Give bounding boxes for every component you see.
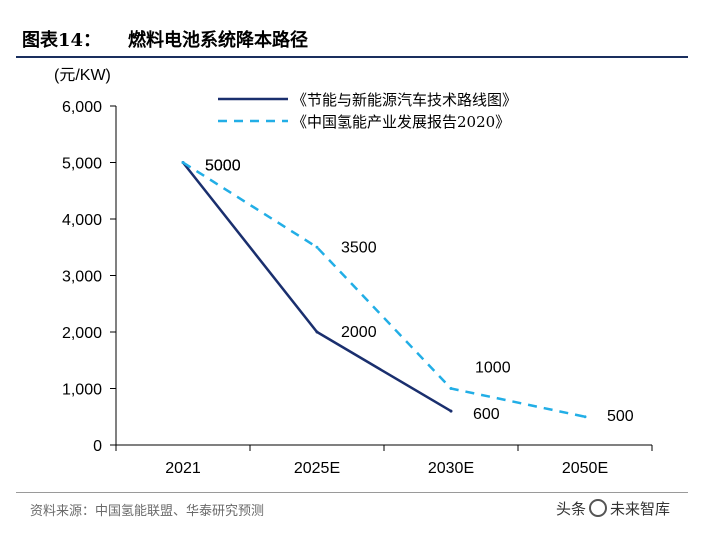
watermark-logo-icon: [589, 499, 608, 517]
y-axis-label: (元/KW): [54, 67, 111, 84]
data-label: 1000: [475, 360, 511, 377]
data-label: 2000: [341, 324, 377, 341]
axes: (元/KW) 0 1,000 2,000 3,000 4,000 5,000 6,000 202…: [54, 67, 653, 477]
data-point: [315, 330, 319, 334]
y-tick-label: 2,000: [62, 325, 102, 342]
data-point: [449, 387, 453, 390]
x-tick-label: 2021: [165, 460, 201, 477]
legend: 《节能与新能源汽车技术路线图》《中国氢能产业发展报告2020》: [218, 91, 517, 131]
data-point: [181, 161, 185, 164]
watermark: 头条 未来智库: [556, 498, 670, 519]
x-tick-label: 2025E: [294, 460, 340, 477]
data-label: 600: [473, 406, 500, 423]
series-line-solid: [182, 161, 452, 413]
data-label: 3500: [341, 239, 377, 256]
data-point: [449, 409, 453, 413]
y-tick-label: 5,000: [62, 156, 102, 173]
data-label: 5000: [205, 158, 241, 175]
y-tick-label: 0: [93, 438, 102, 455]
data-point: [315, 245, 319, 249]
data-label: 500: [607, 408, 634, 425]
y-tick-label: 6,000: [62, 99, 102, 116]
y-tick-label: 3,000: [62, 269, 102, 286]
series-line-dashed: [182, 161, 586, 418]
x-tick-label: 2030E: [428, 460, 474, 477]
figure-label: 图表14：: [22, 30, 102, 51]
source-divider: [16, 492, 688, 493]
title-bar: 图表14： 燃料电池系统降本路径: [16, 22, 688, 58]
watermark-prefix: 头条: [556, 500, 587, 518]
data-label: 5000: [205, 158, 241, 175]
source-note: 资料来源：中国氢能联盟、华泰研究预测: [30, 504, 265, 519]
chart-title: 燃料电池系统降本路径: [128, 30, 308, 51]
legend-label: 《中国氢能产业发展报告2020》: [292, 113, 510, 131]
y-tick-label: 4,000: [62, 212, 102, 229]
watermark-name: 未来智库: [610, 500, 671, 518]
legend-label: 《节能与新能源汽车技术路线图》: [292, 91, 517, 109]
x-tick-label: 2050E: [562, 460, 608, 477]
y-tick-label: 1,000: [62, 382, 102, 399]
data-point: [583, 415, 587, 419]
